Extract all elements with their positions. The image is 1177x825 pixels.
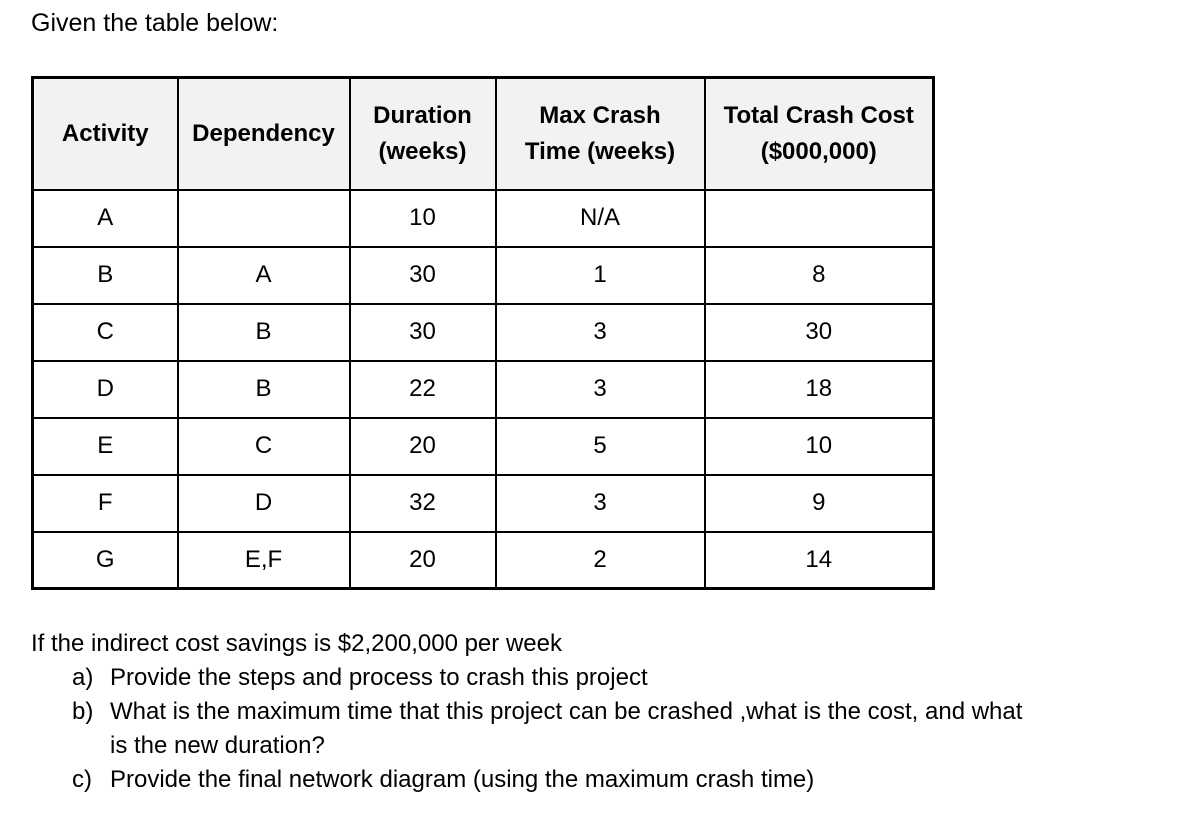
col-header-dependency: Dependency (176, 76, 351, 191)
question-label: b) (72, 698, 94, 725)
cell-max-crash-time: N/A (494, 188, 706, 248)
cell-total-crash-cost: 9 (703, 473, 935, 533)
cell-duration: 30 (348, 245, 497, 305)
cell-total-crash-cost: 8 (703, 245, 935, 305)
col-header-duration: Duration (weeks) (348, 76, 497, 191)
cell-duration: 10 (348, 188, 497, 248)
page-title: Given the table below: (31, 9, 279, 37)
question-item-c: c) Provide the final network diagram (us… (72, 763, 1161, 797)
cell-duration: 30 (348, 302, 497, 362)
cell-activity: F (31, 473, 179, 533)
cell-dependency: A (176, 245, 351, 305)
question-text: Provide the final network diagram (using… (110, 766, 815, 793)
cell-activity: C (31, 302, 179, 362)
col-header-max-crash-time: Max Crash Time (weeks) (494, 76, 706, 191)
cell-max-crash-time: 3 (494, 359, 706, 419)
cell-duration: 32 (348, 473, 497, 533)
cell-max-crash-time: 3 (494, 302, 706, 362)
cell-duration: 20 (348, 416, 497, 476)
cell-dependency: B (176, 359, 351, 419)
cell-activity: G (31, 530, 179, 590)
cell-dependency: B (176, 302, 351, 362)
cell-dependency: C (176, 416, 351, 476)
cell-duration: 20 (348, 530, 497, 590)
table-row: G E,F 20 2 14 (31, 530, 935, 590)
cell-total-crash-cost: 18 (703, 359, 935, 419)
question-text: Provide the steps and process to crash t… (110, 664, 648, 691)
cell-total-crash-cost: 14 (703, 530, 935, 590)
cell-total-crash-cost (703, 188, 935, 248)
cell-activity: E (31, 416, 179, 476)
col-header-activity: Activity (31, 76, 179, 191)
question-item-b: b) What is the maximum time that this pr… (72, 695, 1161, 763)
questions-intro: If the indirect cost savings is $2,200,0… (31, 630, 562, 657)
col-header-total-crash-cost: Total Crash Cost ($000,000) (703, 76, 935, 191)
cell-total-crash-cost: 30 (703, 302, 935, 362)
question-item-a: a) Provide the steps and process to cras… (72, 661, 1161, 695)
table-row: E C 20 5 10 (31, 416, 935, 476)
cell-dependency: E,F (176, 530, 351, 590)
cell-total-crash-cost: 10 (703, 416, 935, 476)
question-text: What is the maximum time that this proje… (110, 698, 1023, 759)
question-label: c) (72, 766, 92, 793)
cell-max-crash-time: 5 (494, 416, 706, 476)
cell-max-crash-time: 3 (494, 473, 706, 533)
cell-activity: B (31, 245, 179, 305)
cell-max-crash-time: 2 (494, 530, 706, 590)
questions-section: If the indirect cost savings is $2,200,0… (31, 627, 1161, 797)
table-row: C B 30 3 30 (31, 302, 935, 362)
table-row: A 10 N/A (31, 188, 935, 248)
cell-activity: A (31, 188, 179, 248)
cell-duration: 22 (348, 359, 497, 419)
table-row: D B 22 3 18 (31, 359, 935, 419)
table-row: B A 30 1 8 (31, 245, 935, 305)
crash-cost-table: Activity Dependency Duration (weeks) Max… (31, 76, 935, 590)
question-label: a) (72, 664, 94, 691)
table-header-row: Activity Dependency Duration (weeks) Max… (31, 76, 935, 191)
cell-activity: D (31, 359, 179, 419)
cell-max-crash-time: 1 (494, 245, 706, 305)
table-row: F D 32 3 9 (31, 473, 935, 533)
cell-dependency: D (176, 473, 351, 533)
cell-dependency (176, 188, 351, 248)
